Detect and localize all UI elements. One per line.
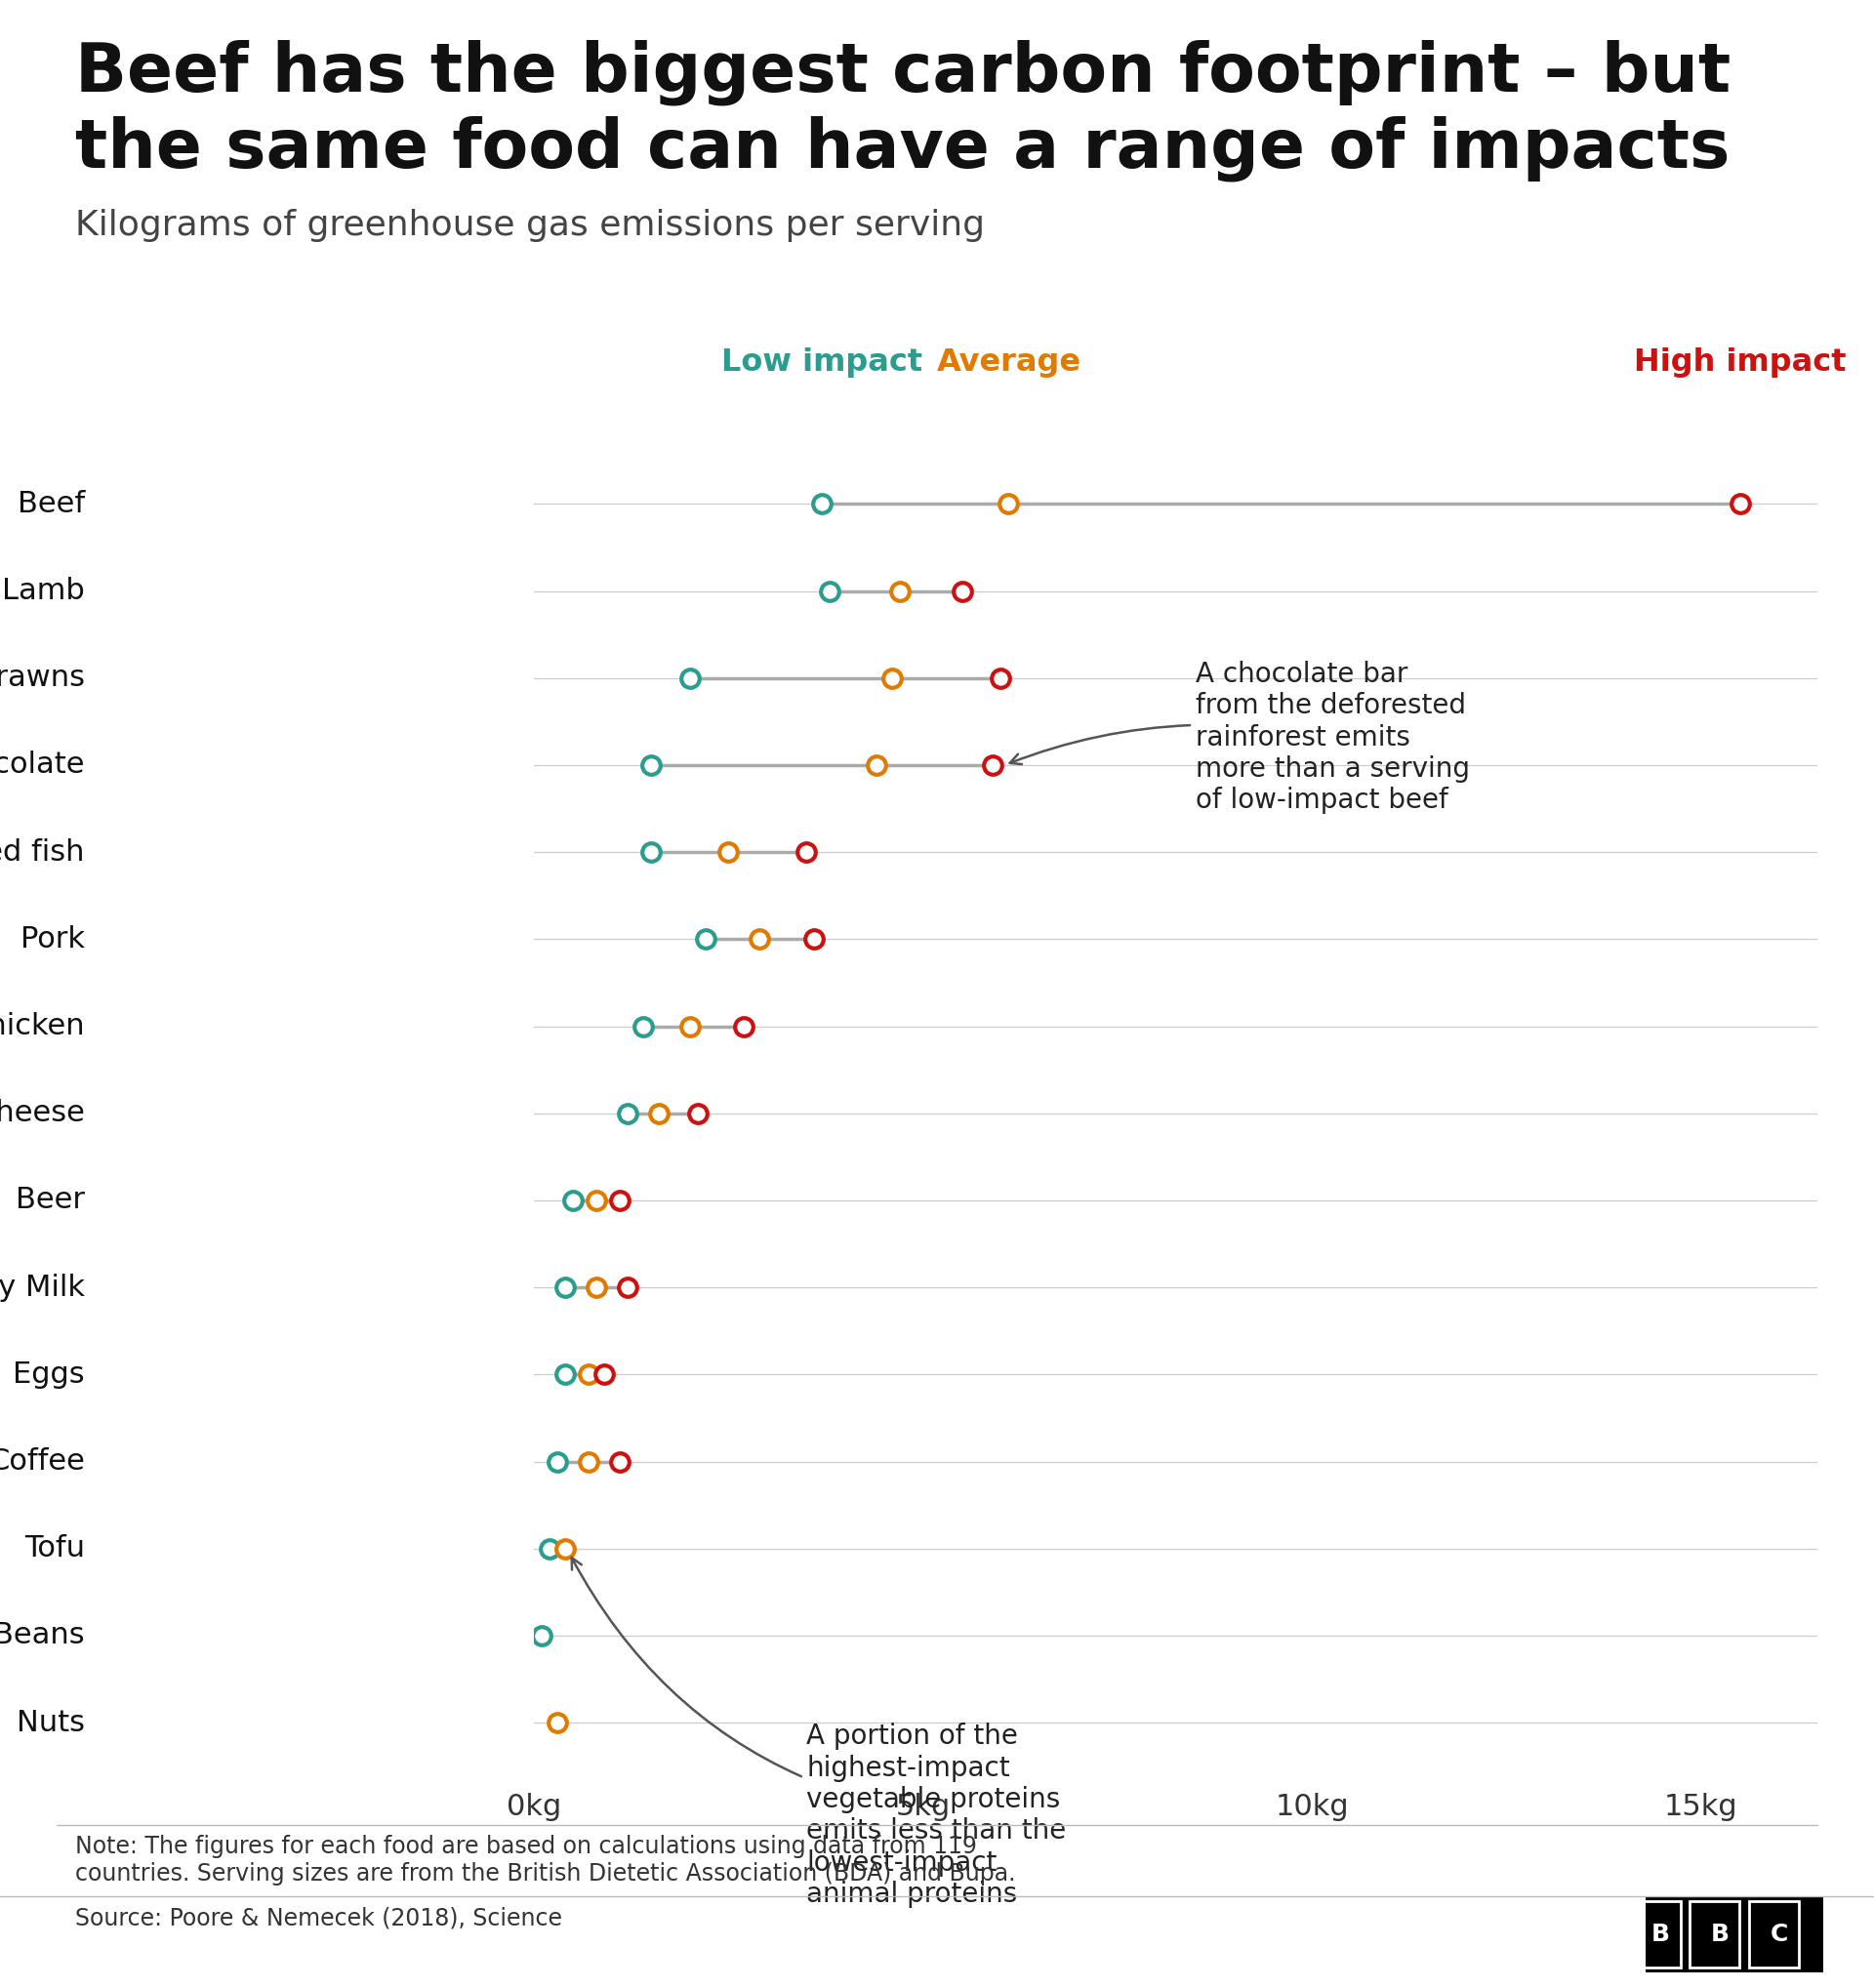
Text: Chocolate: Chocolate	[0, 751, 84, 779]
Point	[581, 1185, 611, 1217]
Text: Farmed prawns: Farmed prawns	[0, 664, 84, 692]
Point	[729, 1010, 759, 1042]
Point	[605, 1445, 635, 1477]
Point	[551, 1533, 581, 1565]
Point	[986, 662, 1016, 694]
Text: B: B	[1651, 1922, 1670, 1946]
Point	[1724, 487, 1754, 519]
Bar	[1690, 1901, 1739, 1968]
Text: Dairy Milk: Dairy Milk	[0, 1272, 84, 1302]
Point	[613, 1272, 643, 1304]
Point	[993, 487, 1023, 519]
Text: C: C	[1769, 1922, 1788, 1946]
Point	[643, 1097, 673, 1129]
Point	[573, 1445, 603, 1477]
Text: Pork: Pork	[21, 924, 84, 954]
Text: Cheese: Cheese	[0, 1099, 84, 1127]
Text: Chicken: Chicken	[0, 1012, 84, 1040]
Text: B: B	[1711, 1922, 1730, 1946]
Text: Eggs: Eggs	[13, 1360, 84, 1388]
Text: Coffee: Coffee	[0, 1447, 84, 1475]
Bar	[1748, 1901, 1799, 1968]
Point	[862, 749, 892, 781]
Text: A portion of the
highest-impact
vegetable proteins
emits less than the
lowest-im: A portion of the highest-impact vegetabl…	[572, 1559, 1066, 1908]
Text: Beef: Beef	[17, 489, 84, 519]
Point	[877, 662, 907, 694]
Point	[635, 837, 665, 869]
Point	[808, 487, 838, 519]
Point	[542, 1708, 572, 1740]
Point	[682, 1097, 712, 1129]
Point	[605, 1185, 635, 1217]
Point	[798, 922, 828, 954]
Point	[978, 749, 1008, 781]
Point	[946, 575, 976, 606]
Text: Beef has the biggest carbon footprint – but: Beef has the biggest carbon footprint – …	[75, 40, 1730, 105]
Point	[675, 662, 705, 694]
Point	[551, 1272, 581, 1304]
Point	[675, 1010, 705, 1042]
Point	[791, 837, 821, 869]
Point	[744, 922, 774, 954]
Text: Low impact: Low impact	[721, 348, 922, 378]
Text: Source: Poore & Nemecek (2018), Science: Source: Poore & Nemecek (2018), Science	[75, 1906, 562, 1930]
Point	[581, 1272, 611, 1304]
Text: Beans: Beans	[0, 1622, 84, 1650]
Point	[690, 922, 720, 954]
Text: Lamb: Lamb	[2, 577, 84, 604]
Text: Average: Average	[937, 348, 1081, 378]
Point	[534, 1533, 564, 1565]
Point	[558, 1185, 588, 1217]
Point	[635, 749, 665, 781]
Text: Note: The figures for each food are based on calculations using data from 119
co: Note: The figures for each food are base…	[75, 1835, 1016, 1885]
Point	[815, 575, 845, 606]
Point	[542, 1445, 572, 1477]
Text: Nuts: Nuts	[17, 1708, 84, 1738]
Point	[885, 575, 915, 606]
Text: High impact: High impact	[1634, 348, 1846, 378]
Text: Farmed fish: Farmed fish	[0, 839, 84, 867]
Text: A chocolate bar
from the deforested
rainforest emits
more than a serving
of low-: A chocolate bar from the deforested rain…	[1010, 660, 1469, 815]
Point	[588, 1358, 618, 1390]
Bar	[1630, 1901, 1681, 1968]
Text: Kilograms of greenhouse gas emissions per serving: Kilograms of greenhouse gas emissions pe…	[75, 209, 984, 243]
Point	[628, 1010, 658, 1042]
Point	[551, 1358, 581, 1390]
Text: Beer: Beer	[15, 1187, 84, 1215]
Point	[613, 1097, 643, 1129]
Text: the same food can have a range of impacts: the same food can have a range of impact…	[75, 115, 1730, 181]
Text: Tofu: Tofu	[24, 1535, 84, 1563]
Point	[714, 837, 744, 869]
Point	[527, 1620, 557, 1652]
Point	[573, 1358, 603, 1390]
